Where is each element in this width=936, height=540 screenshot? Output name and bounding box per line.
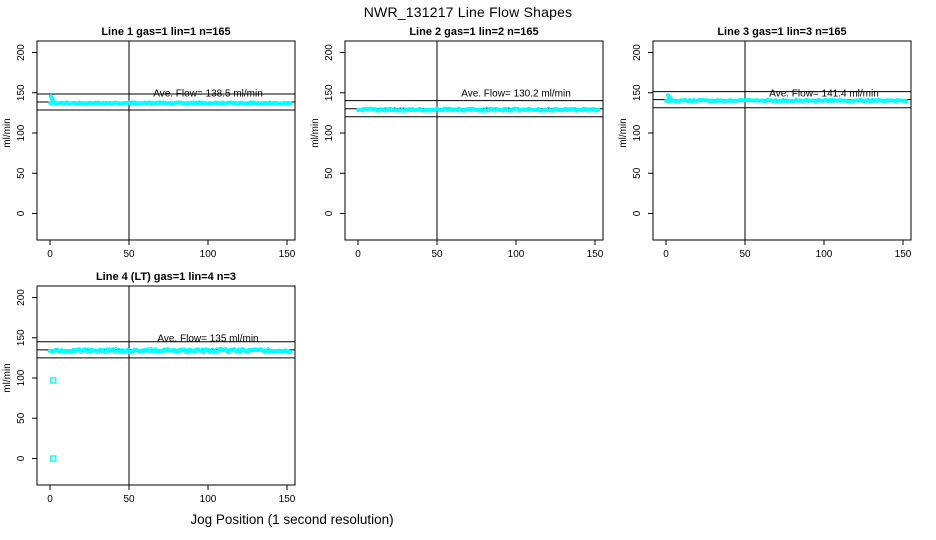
- y-axis-title: ml/min: [618, 118, 629, 147]
- y-tick-label: 50: [632, 167, 643, 179]
- y-tick-label: 0: [16, 210, 27, 216]
- x-axis: 0 50 100 150: [663, 240, 912, 260]
- x-axis: 0 50 100 150: [47, 240, 296, 260]
- y-tick-label: 200: [632, 44, 643, 61]
- y-tick-label: 0: [324, 210, 335, 216]
- y-tick-label: 100: [16, 124, 27, 141]
- y-tick-label: 50: [16, 412, 27, 424]
- y-axis-title: ml/min: [310, 118, 321, 147]
- y-tick-label: 100: [324, 124, 335, 141]
- flow-points: [47, 346, 293, 462]
- subplot-title: Line 4 (LT) gas=1 lin=4 n=3: [96, 271, 236, 283]
- y-tick-label: 150: [324, 84, 335, 101]
- x-tick-label: 150: [587, 249, 604, 260]
- ave-flow-annotation: Ave. Flow= 135 ml/min: [157, 333, 258, 344]
- y-axis: 0 50 100 150 200: [16, 289, 37, 461]
- y-tick-label: 0: [16, 455, 27, 461]
- x-tick-label: 100: [200, 249, 217, 260]
- subplot-line2: Line 2 gas=1 lin=2 n=165 0 50 100 150 0 50 100 1…: [310, 26, 604, 260]
- plot-border: [344, 40, 604, 241]
- subplot-title: Line 2 gas=1 lin=2 n=165: [409, 26, 538, 38]
- plot-border: [36, 40, 296, 241]
- flow-point: [596, 107, 601, 112]
- y-tick-label: 0: [632, 210, 643, 216]
- subplot-title: Line 3 gas=1 lin=3 n=165: [717, 26, 846, 38]
- x-tick-label: 0: [47, 249, 53, 260]
- flow-point: [904, 99, 909, 104]
- flow-points: [664, 93, 909, 104]
- x-tick-label: 50: [123, 249, 135, 260]
- y-tick-label: 150: [16, 329, 27, 346]
- y-axis: 0 50 100 150 200: [16, 44, 37, 216]
- x-axis-label: Jog Position (1 second resolution): [190, 512, 394, 527]
- x-tick-label: 50: [431, 249, 443, 260]
- flow-point: [288, 101, 293, 106]
- x-tick-label: 100: [200, 494, 217, 505]
- y-tick-label: 200: [324, 44, 335, 61]
- x-tick-label: 100: [816, 249, 833, 260]
- ave-flow-annotation: Ave. Flow= 130.2 ml/min: [461, 88, 571, 99]
- subplot-line4: Line 4 (LT) gas=1 lin=4 n=3 0 50 100 150 0 50 1…: [2, 271, 296, 505]
- x-tick-label: 50: [739, 249, 751, 260]
- x-tick-label: 100: [508, 249, 525, 260]
- x-tick-label: 150: [895, 249, 912, 260]
- x-tick-label: 50: [123, 494, 135, 505]
- x-tick-label: 0: [355, 249, 361, 260]
- subplot-line3: Line 3 gas=1 lin=3 n=165 0 50 100 150 0 50 100 1…: [618, 26, 912, 260]
- y-tick-label: 200: [16, 289, 27, 306]
- main-title: NWR_131217 Line Flow Shapes: [363, 4, 573, 20]
- subplot-title: Line 1 gas=1 lin=1 n=165: [101, 26, 230, 38]
- y-tick-label: 50: [324, 167, 335, 179]
- x-tick-label: 150: [279, 494, 296, 505]
- plot-border: [36, 285, 296, 486]
- y-tick-label: 150: [16, 84, 27, 101]
- y-tick-label: 50: [16, 167, 27, 179]
- y-tick-label: 200: [16, 44, 27, 61]
- flow-points: [48, 94, 293, 106]
- flow-point: [288, 349, 293, 355]
- x-axis: 0 50 100 150: [47, 485, 296, 505]
- y-axis: 0 50 100 150 200: [632, 44, 653, 216]
- outlier-point: [49, 455, 57, 462]
- outlier-point: [49, 377, 57, 384]
- plot-border: [652, 40, 912, 241]
- y-axis-title: ml/min: [2, 363, 13, 392]
- y-tick-label: 100: [632, 124, 643, 141]
- ave-flow-annotation: Ave. Flow= 141.4 ml/min: [769, 88, 879, 99]
- y-tick-label: 100: [16, 369, 27, 386]
- ave-flow-annotation: Ave. Flow= 138.5 ml/min: [153, 88, 263, 99]
- subplot-line1: Line 1 gas=1 lin=1 n=165 0 50 100 150 0 50 100 1…: [2, 26, 296, 260]
- x-axis: 0 50 100 150: [355, 240, 604, 260]
- x-tick-label: 0: [47, 494, 53, 505]
- x-tick-label: 0: [663, 249, 669, 260]
- flow-points: [356, 106, 601, 113]
- y-axis-title: ml/min: [2, 118, 13, 147]
- x-tick-label: 150: [279, 249, 296, 260]
- y-axis: 0 50 100 150 200: [324, 44, 345, 216]
- flow-point: [902, 99, 907, 104]
- y-tick-label: 150: [632, 84, 643, 101]
